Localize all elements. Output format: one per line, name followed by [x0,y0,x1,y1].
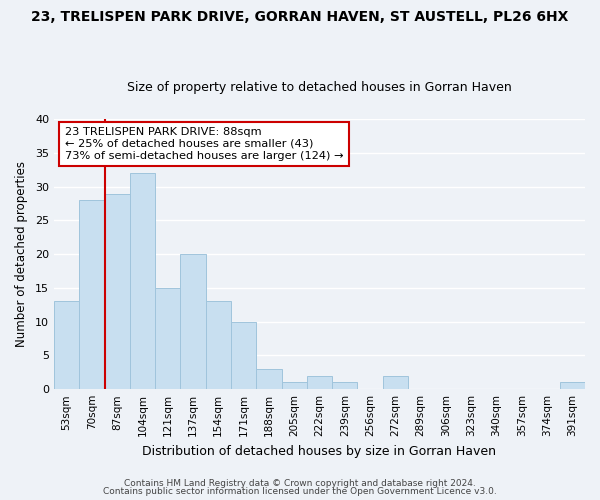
Bar [130,174,155,389]
Bar [206,302,231,389]
Bar [307,376,332,389]
X-axis label: Distribution of detached houses by size in Gorran Haven: Distribution of detached houses by size … [142,444,496,458]
Bar [560,382,585,389]
Bar [383,376,408,389]
Text: Contains HM Land Registry data © Crown copyright and database right 2024.: Contains HM Land Registry data © Crown c… [124,478,476,488]
Text: 23 TRELISPEN PARK DRIVE: 88sqm
← 25% of detached houses are smaller (43)
73% of : 23 TRELISPEN PARK DRIVE: 88sqm ← 25% of … [65,128,343,160]
Text: Contains public sector information licensed under the Open Government Licence v3: Contains public sector information licen… [103,487,497,496]
Bar [104,194,130,389]
Bar [256,369,281,389]
Bar [79,200,104,389]
Bar [281,382,307,389]
Bar [332,382,358,389]
Bar [181,254,206,389]
Bar [155,288,181,389]
Y-axis label: Number of detached properties: Number of detached properties [15,161,28,347]
Bar [231,322,256,389]
Bar [54,302,79,389]
Title: Size of property relative to detached houses in Gorran Haven: Size of property relative to detached ho… [127,82,512,94]
Text: 23, TRELISPEN PARK DRIVE, GORRAN HAVEN, ST AUSTELL, PL26 6HX: 23, TRELISPEN PARK DRIVE, GORRAN HAVEN, … [31,10,569,24]
